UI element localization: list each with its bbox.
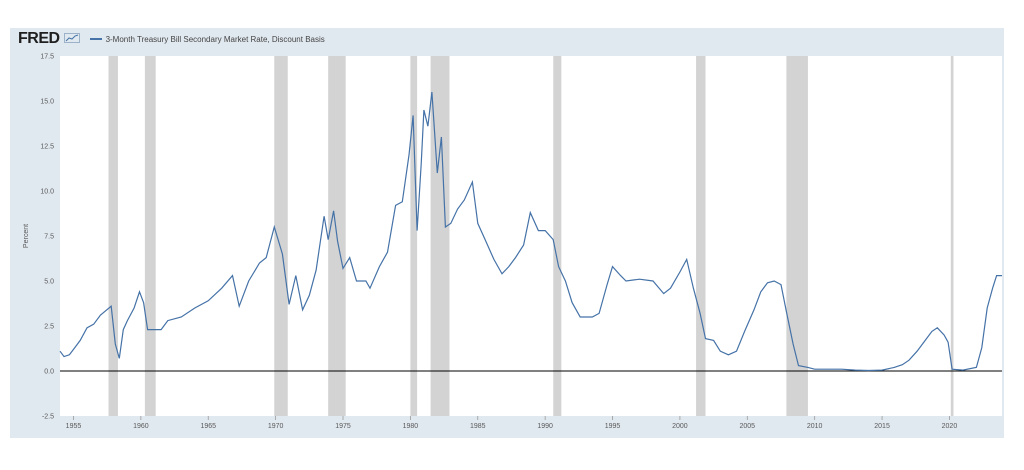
y-tick-label: 12.5 [40,144,54,151]
chart-header: FRED 3-Month Treasury Bill Secondary Mar… [18,31,325,47]
x-tick-label: 2000 [672,423,688,430]
x-tick-label: 1955 [66,423,82,430]
series-line [59,91,1002,372]
y-tick-label: 15.0 [40,99,54,106]
chart-frame: -2.5 0.0 2.5 5.0 7.5 10.0 12.5 15.0 17.5 1955 196… [10,28,1004,438]
x-tick-label: 1975 [335,423,351,430]
recession-band-9 [950,56,954,416]
recession-band-1 [144,56,156,416]
x-tick-label: 1980 [403,423,419,430]
x-tick-label: 1990 [537,423,553,430]
recession-band-2 [274,56,288,416]
legend-label: 3-Month Treasury Bill Secondary Market R… [105,34,325,44]
recession-band-0 [108,56,118,416]
x-tick-label: 1985 [470,423,486,430]
y-tick-label: 10.0 [40,189,54,196]
recession-band-6 [553,56,562,416]
y-axis-ticks: -2.5 0.0 2.5 5.0 7.5 10.0 12.5 15.0 17.5 [40,54,54,421]
x-tick-label: 1965 [200,423,216,430]
recession-band-7 [696,56,706,416]
y-tick-label: 17.5 [40,54,54,61]
x-tick-label: 2015 [874,423,890,430]
x-tick-label: 1970 [268,423,284,430]
recession-band-8 [786,56,808,416]
recession-band-4 [410,56,418,416]
x-tick-label: 2005 [740,423,756,430]
line-chart: -2.5 0.0 2.5 5.0 7.5 10.0 12.5 15.0 17.5 1955 196… [23,54,1002,430]
plot-area [60,56,1002,416]
y-axis-label: Percent [23,224,30,248]
y-tick-label: 5.0 [44,279,54,286]
x-tick-label: 1960 [133,423,149,430]
chart-sparkline-icon [63,30,80,48]
x-tick-label: 2010 [807,423,823,430]
x-axis-ticks: 1955 1960 1965 1970 1975 1980 1985 1990 1995 2000… [66,416,958,430]
x-tick-label: 1995 [605,423,621,430]
legend-swatch [89,38,102,40]
recession-shading [108,56,954,416]
x-tick-label: 2020 [942,423,958,430]
y-tick-label: 2.5 [44,324,54,331]
y-tick-label: 7.5 [44,234,54,241]
y-tick-label: 0.0 [44,369,54,376]
y-tick-label: -2.5 [42,414,54,421]
fred-logo[interactable]: FRED [18,30,60,47]
